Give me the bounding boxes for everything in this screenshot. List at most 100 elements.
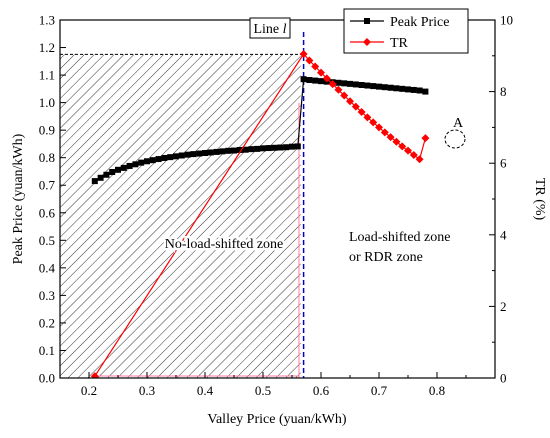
- point-peak-price-22: [219, 148, 226, 155]
- point-peak-price-26: [242, 146, 249, 153]
- point-tr-21: [415, 155, 424, 164]
- point-peak-price-20: [207, 149, 214, 156]
- point-peak-price-38: [312, 77, 319, 84]
- point-peak-price-30: [265, 145, 272, 152]
- y-tick-label: 1.1: [39, 68, 55, 83]
- point-peak-price-50: [381, 84, 388, 91]
- point-tr-3: [311, 62, 320, 71]
- point-tr-14: [375, 123, 383, 132]
- x-tick-label: 0.6: [313, 383, 330, 398]
- y-tick-label: 1.0: [39, 95, 55, 110]
- point-tr-1: [299, 50, 308, 59]
- point-peak-price-53: [399, 85, 406, 92]
- y-tick-label: 0.3: [39, 288, 55, 303]
- point-peak-price-19: [202, 150, 208, 157]
- point-peak-price-16: [184, 151, 191, 158]
- point-peak-price-23: [225, 147, 232, 154]
- point-peak-price-10: [149, 157, 156, 164]
- point-tr-15: [380, 128, 389, 137]
- point-peak-price-33: [283, 144, 290, 151]
- point-peak-price-2: [103, 171, 110, 178]
- point-peak-price-55: [410, 86, 417, 93]
- y2-tick-label: 2: [500, 299, 507, 314]
- point-a-label: A: [453, 116, 464, 131]
- point-peak-price-18: [196, 150, 203, 157]
- point-peak-price-12: [161, 154, 168, 161]
- point-peak-price-48: [370, 83, 377, 90]
- y2-axis-ticks: 0 2 4 6 8 10: [489, 13, 513, 386]
- point-tr-20: [409, 150, 418, 159]
- y-tick-label: 0.4: [39, 260, 56, 275]
- point-peak-price-36: [300, 76, 307, 83]
- point-tr-11: [357, 108, 366, 117]
- y2-tick-label: 10: [500, 13, 513, 28]
- point-peak-price-13: [167, 154, 174, 161]
- y-tick-label: 0.7: [39, 178, 56, 193]
- svg-text:Line l: Line l: [253, 22, 286, 37]
- x-tick-label: 0.5: [255, 383, 271, 398]
- point-peak-price-37: [306, 77, 313, 84]
- x-tick-label: 0.7: [371, 383, 388, 398]
- point-peak-price-34: [289, 143, 295, 150]
- line-l-label-prefix: Line: [253, 22, 282, 37]
- point-peak-price-54: [405, 86, 411, 93]
- legend-box: [343, 8, 469, 54]
- y-tick-label: 1.2: [39, 40, 55, 55]
- point-peak-price-45: [352, 81, 359, 88]
- point-tr-9: [346, 97, 354, 106]
- x-tick-label: 0.4: [197, 383, 214, 398]
- legend: Peak Price TR: [343, 8, 469, 54]
- x-tick-label: 0.2: [81, 383, 97, 398]
- zone-right-label-line-2: or RDR zone: [349, 250, 423, 265]
- point-peak-price-35: [294, 143, 301, 150]
- point-tr-12: [363, 113, 372, 122]
- legend-label-tr: TR: [390, 36, 409, 51]
- x-axis-ticks: 0.2 0.3 0.4 0.5 0.6 0.7 0.8: [59, 372, 467, 398]
- point-peak-price-0: [91, 178, 98, 185]
- point-peak-price-27: [248, 146, 255, 153]
- y2-tick-label: 8: [500, 84, 507, 99]
- point-peak-price-56: [416, 87, 423, 94]
- point-peak-price-31: [271, 144, 278, 151]
- legend-item-peak-price: Peak Price: [350, 15, 449, 30]
- y2-tick-label: 0: [500, 371, 507, 386]
- point-peak-price-39: [318, 78, 324, 85]
- point-peak-price-32: [277, 144, 284, 151]
- point-tr-18: [398, 142, 407, 151]
- point-tr-13: [369, 118, 378, 127]
- zone-left-label: No-load-shifted zone: [165, 237, 284, 252]
- y2-tick-label: 4: [500, 227, 507, 242]
- point-tr-19: [404, 146, 412, 155]
- x-axis-label: Valley Price (yuan/kWh): [207, 412, 347, 427]
- point-peak-price-11: [155, 156, 162, 163]
- line-l-label-var: l: [283, 22, 287, 37]
- point-peak-price-9: [144, 158, 150, 165]
- point-tr-22: [421, 134, 430, 143]
- y-axis-ticks: 0.0 0.1 0.2 0.3 0.4 0.5 0.6 0.7 0.8 0.9 1.0 1.1 1.2 1…: [39, 13, 66, 386]
- point-tr-16: [386, 133, 395, 142]
- y-axis-label: Peak Price (yuan/kWh): [11, 133, 26, 264]
- point-peak-price-14: [173, 153, 179, 160]
- legend-item-tr: TR: [350, 36, 409, 51]
- point-peak-price-52: [393, 85, 400, 92]
- point-peak-price-42: [335, 79, 342, 86]
- x-tick-label: 0.8: [429, 383, 445, 398]
- point-peak-price-1: [97, 174, 104, 181]
- y-tick-label: 1.3: [39, 13, 55, 28]
- y-tick-label: 0.1: [39, 343, 55, 358]
- point-peak-price-51: [387, 84, 394, 91]
- no-load-shifted-hatched-region: [60, 53, 301, 379]
- y-tick-label: 0.8: [39, 150, 55, 165]
- point-peak-price-46: [358, 81, 365, 88]
- point-a-circle: [444, 129, 466, 149]
- point-tr-10: [351, 102, 360, 111]
- point-peak-price-17: [190, 151, 197, 158]
- point-peak-price-29: [260, 145, 266, 152]
- y-tick-label: 0.9: [39, 123, 55, 138]
- point-tr-17: [392, 137, 401, 146]
- legend-label-peak-price: Peak Price: [390, 15, 449, 30]
- y-tick-label: 0.2: [39, 315, 55, 330]
- point-peak-price-47: [364, 82, 371, 89]
- point-peak-price-3: [109, 169, 116, 176]
